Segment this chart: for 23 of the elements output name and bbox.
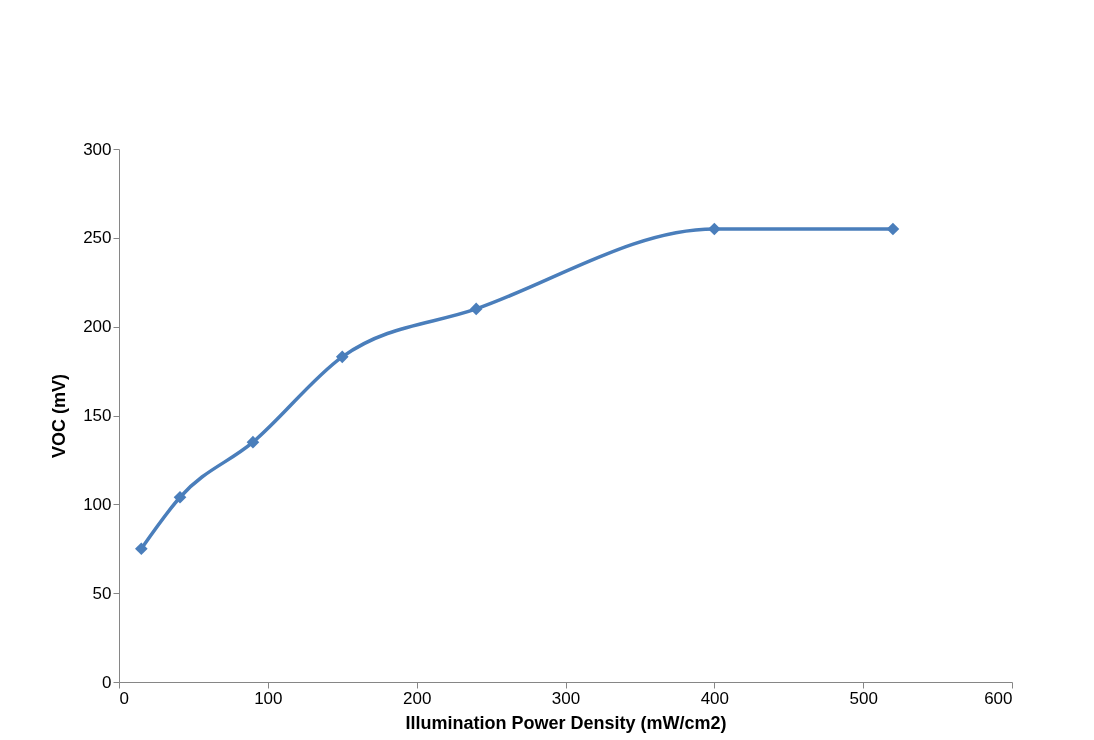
point [135,542,148,556]
point [173,490,187,504]
x-tick-label: 500 [849,688,878,708]
x-tick-label: 0 [119,688,129,708]
point [886,222,900,236]
x-tick-label: 100 [254,688,283,708]
y-tick-label: 0 [102,672,112,692]
point [335,350,349,364]
y-axis-title: VOC (mV) [49,373,70,459]
x-tick-label: 200 [402,688,432,708]
y-tick-label: 100 [83,494,112,514]
x-tick-label: 400 [700,688,730,708]
x-tick-label: 300 [551,688,581,708]
y-tick-label: 150 [83,406,112,425]
y-tick-label: 50 [92,583,112,603]
point [708,222,721,236]
y-tick-label: 300 [83,139,112,159]
x-tick-label: 600 [984,688,1013,708]
x-axis-title: Illumination Power Density (mW/cm2) [405,712,727,733]
point [469,302,483,316]
y-tick-label: 200 [83,317,112,337]
point [246,435,260,449]
y-tick-label: 250 [83,228,112,248]
